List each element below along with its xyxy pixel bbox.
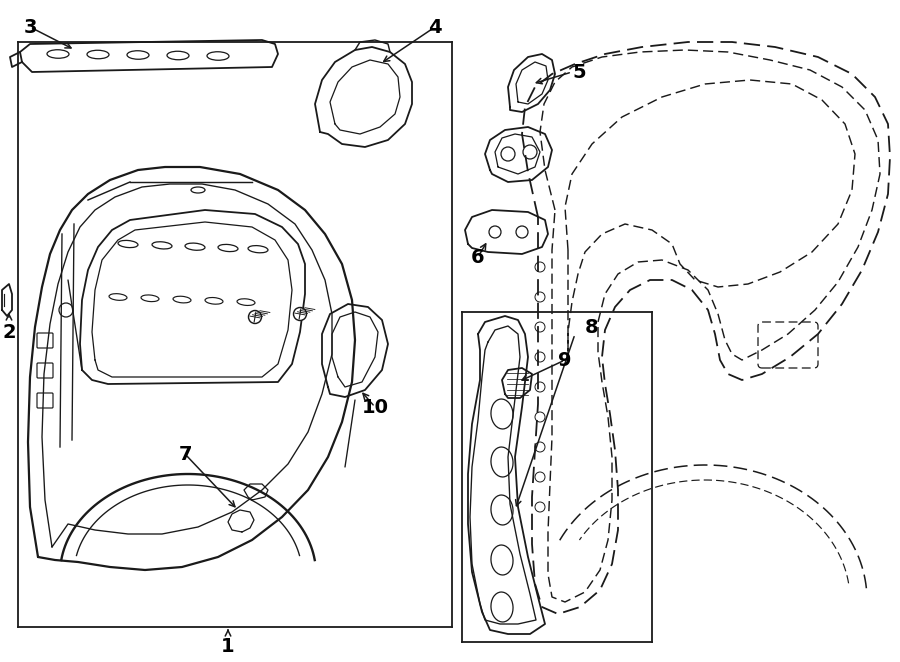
Text: 3: 3 (23, 17, 37, 36)
Text: 4: 4 (428, 17, 442, 36)
Text: 10: 10 (362, 397, 389, 416)
Circle shape (293, 308, 307, 320)
Text: 6: 6 (472, 248, 485, 267)
Text: 5: 5 (572, 62, 586, 81)
Text: 1: 1 (221, 636, 235, 655)
Text: 9: 9 (558, 350, 572, 369)
Circle shape (248, 310, 262, 324)
Text: 7: 7 (178, 444, 192, 463)
Text: 8: 8 (585, 318, 598, 336)
Text: 2: 2 (2, 322, 16, 342)
